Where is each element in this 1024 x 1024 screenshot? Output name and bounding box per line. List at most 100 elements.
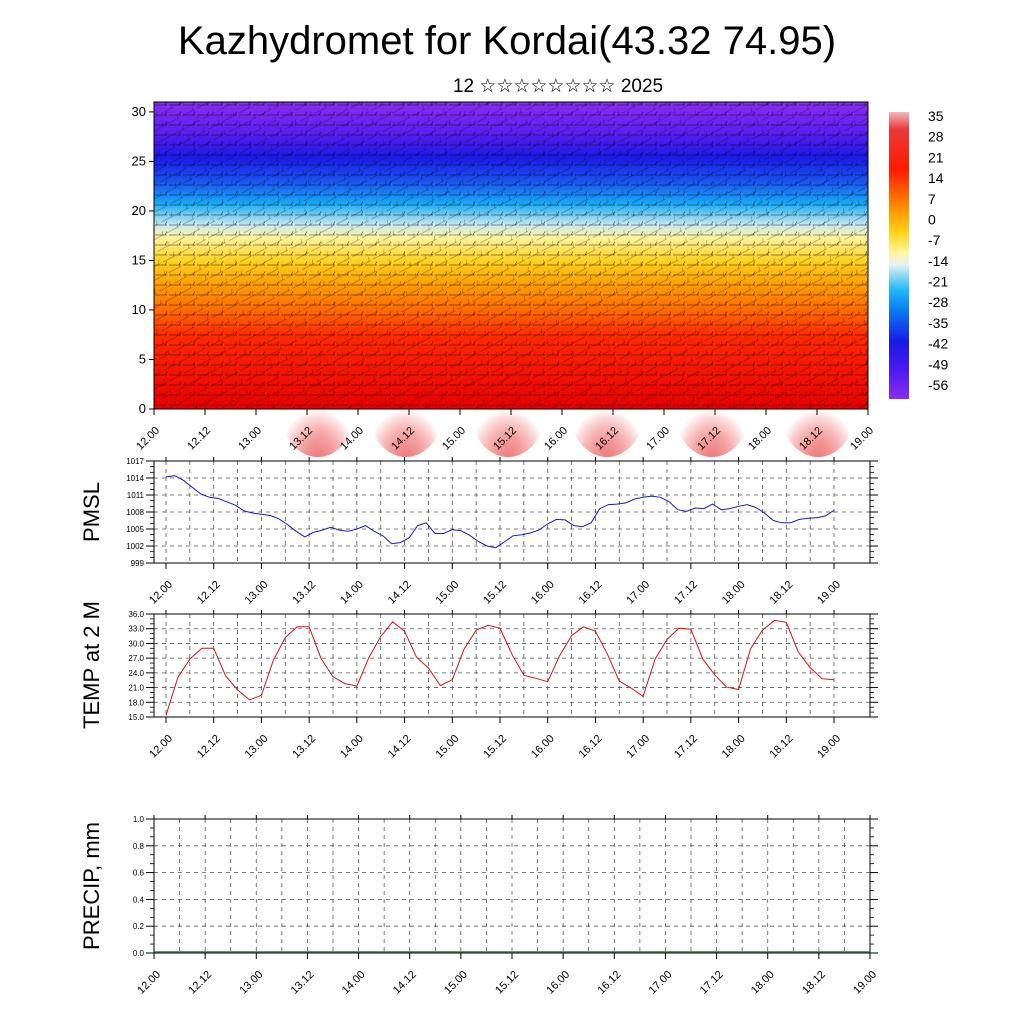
x-tick-label: 15.00 bbox=[433, 733, 461, 761]
colorbar-label: 0 bbox=[928, 211, 936, 227]
y-tick-label: 15.0 bbox=[128, 713, 144, 722]
heatmap-y-tick-label: 25 bbox=[132, 153, 146, 168]
x-tick-label: 17.00 bbox=[624, 579, 652, 607]
x-tick-label: 17.00 bbox=[624, 733, 652, 761]
x-tick-label: 16.12 bbox=[577, 579, 605, 607]
colorbar-label: -35 bbox=[928, 315, 948, 331]
x-tick-label: 14.12 bbox=[386, 733, 414, 761]
y-tick-label: 1005 bbox=[126, 525, 144, 534]
colorbar-labels: 35 28 21 14 7 0 -7 -14 -21 -28 -35 -42 -49 -56 bbox=[928, 108, 948, 393]
pmsl-y-axis-label: PMSL bbox=[79, 482, 104, 542]
heatmap-x-tick-label: 16.00 bbox=[542, 425, 570, 453]
x-tick-label: 14.00 bbox=[340, 969, 368, 997]
colorbar-label: -28 bbox=[928, 294, 948, 310]
colorbar-label: -21 bbox=[928, 274, 948, 290]
figure-subtitle: 12 ☆☆☆☆☆☆☆☆ 2025 bbox=[453, 76, 663, 97]
x-tick-label: 15.00 bbox=[442, 969, 470, 997]
wind-barbs-layer-2 bbox=[154, 102, 868, 409]
colorbar-label: -42 bbox=[928, 336, 948, 352]
y-tick-label: 18.0 bbox=[128, 698, 144, 707]
heatmap-x-tick-label: 18.00 bbox=[746, 425, 774, 453]
x-tick-label: 15.12 bbox=[481, 733, 509, 761]
x-tick-label: 12.00 bbox=[147, 579, 175, 607]
y-tick-label: 36.0 bbox=[128, 610, 144, 619]
x-tick-label: 14.12 bbox=[386, 579, 414, 607]
heatmap-y-axis: 0 5 10 15 20 25 30 bbox=[132, 104, 154, 416]
x-tick-label: 13.00 bbox=[243, 733, 271, 761]
heatmap-x-tick-label: 12.12 bbox=[185, 425, 213, 453]
temp-y-axis-label: TEMP at 2 M bbox=[79, 601, 104, 729]
y-tick-label: 21.0 bbox=[128, 684, 144, 693]
x-tick-label: 15.12 bbox=[481, 579, 509, 607]
pmsl-panel: 999 1002 1005 1008 1011 1014 1017 12.00 12.12 13… bbox=[79, 457, 878, 607]
x-tick-label: 12.12 bbox=[195, 579, 223, 607]
x-tick-label: 12.00 bbox=[135, 969, 163, 997]
x-tick-label: 18.12 bbox=[800, 969, 828, 997]
x-tick-label: 16.12 bbox=[577, 733, 605, 761]
heatmap-y-tick-label: 30 bbox=[132, 104, 146, 119]
pmsl-series-line bbox=[165, 475, 835, 549]
colorbar-label: 35 bbox=[928, 108, 944, 124]
pmsl-grid bbox=[154, 461, 870, 563]
x-tick-label: 13.00 bbox=[243, 579, 271, 607]
x-tick-label: 18.00 bbox=[749, 969, 777, 997]
y-tick-label: 1.0 bbox=[133, 815, 145, 824]
heatmap-x-tick-label: 15.00 bbox=[440, 425, 468, 453]
x-tick-label: 13.12 bbox=[290, 733, 318, 761]
x-tick-label: 16.12 bbox=[595, 969, 623, 997]
heatmap-y-tick-label: 20 bbox=[132, 203, 146, 218]
x-tick-label: 17.12 bbox=[698, 969, 726, 997]
x-tick-label: 18.12 bbox=[767, 733, 795, 761]
figure-title: Kazhydromet for Kordai(43.32 74.95) bbox=[178, 19, 836, 63]
y-tick-label: 1008 bbox=[126, 508, 144, 517]
colorbar-scale bbox=[889, 112, 909, 399]
heatmap-y-tick-label: 0 bbox=[139, 401, 146, 416]
y-tick-label: 0.6 bbox=[133, 869, 145, 878]
colorbar-label: -56 bbox=[928, 377, 948, 393]
temp-y-axis: 15.0 18.0 21.0 24.0 27.0 30.0 33.0 36.0 bbox=[128, 610, 878, 722]
colorbar-label: 28 bbox=[928, 129, 944, 145]
x-tick-label: 19.00 bbox=[815, 579, 843, 607]
x-tick-label: 13.00 bbox=[237, 969, 265, 997]
y-tick-label: 1002 bbox=[126, 542, 144, 551]
y-tick-label: 33.0 bbox=[128, 625, 144, 634]
temp-panel: 15.0 18.0 21.0 24.0 27.0 30.0 33.0 36.0 12.00 12… bbox=[79, 601, 878, 761]
precip-y-axis-label: PRECIP, mm bbox=[79, 822, 104, 950]
y-tick-label: 0.8 bbox=[133, 842, 145, 851]
colorbar-label: -49 bbox=[928, 356, 948, 372]
precip-panel: 0.0 0.2 0.4 0.6 0.8 1.0 12.00 12.12 13.00 13.12 1… bbox=[79, 815, 879, 997]
x-tick-label: 13.12 bbox=[290, 579, 318, 607]
x-tick-label: 18.00 bbox=[720, 733, 748, 761]
x-tick-label: 13.12 bbox=[289, 969, 317, 997]
y-tick-label: 0.2 bbox=[133, 922, 145, 931]
colorbar-label: -7 bbox=[928, 232, 941, 248]
x-tick-label: 16.00 bbox=[529, 579, 557, 607]
x-tick-label: 14.12 bbox=[391, 969, 419, 997]
x-tick-label: 12.00 bbox=[147, 733, 175, 761]
y-tick-label: 0.4 bbox=[133, 895, 145, 904]
heatmap-x-tick-label: 13.00 bbox=[236, 425, 264, 453]
temp-series-line bbox=[165, 619, 835, 716]
pmsl-y-axis: 999 1002 1005 1008 1011 1014 1017 bbox=[126, 457, 878, 568]
y-tick-label: 0.0 bbox=[133, 949, 145, 958]
heatmap-y-tick-label: 10 bbox=[132, 302, 146, 317]
x-tick-label: 12.12 bbox=[186, 969, 214, 997]
colorbar-label: 14 bbox=[928, 170, 944, 186]
x-tick-label: 17.12 bbox=[672, 733, 700, 761]
y-tick-label: 1011 bbox=[127, 491, 145, 500]
y-tick-label: 30.0 bbox=[128, 639, 144, 648]
precip-grid bbox=[154, 819, 870, 953]
y-tick-label: 1014 bbox=[126, 474, 144, 483]
y-tick-label: 1017 bbox=[126, 457, 144, 466]
x-tick-label: 17.12 bbox=[672, 579, 700, 607]
y-tick-label: 27.0 bbox=[128, 654, 144, 663]
x-tick-label: 18.00 bbox=[720, 579, 748, 607]
x-tick-label: 16.00 bbox=[529, 733, 557, 761]
x-tick-label: 14.00 bbox=[338, 733, 366, 761]
heatmap-x-tick-label: 12.00 bbox=[134, 425, 162, 453]
x-tick-label: 15.00 bbox=[433, 579, 461, 607]
x-tick-label: 14.00 bbox=[338, 579, 366, 607]
precip-x-axis: 12.00 12.12 13.00 13.12 14.00 14.12 15.00 15.12… bbox=[135, 815, 879, 997]
